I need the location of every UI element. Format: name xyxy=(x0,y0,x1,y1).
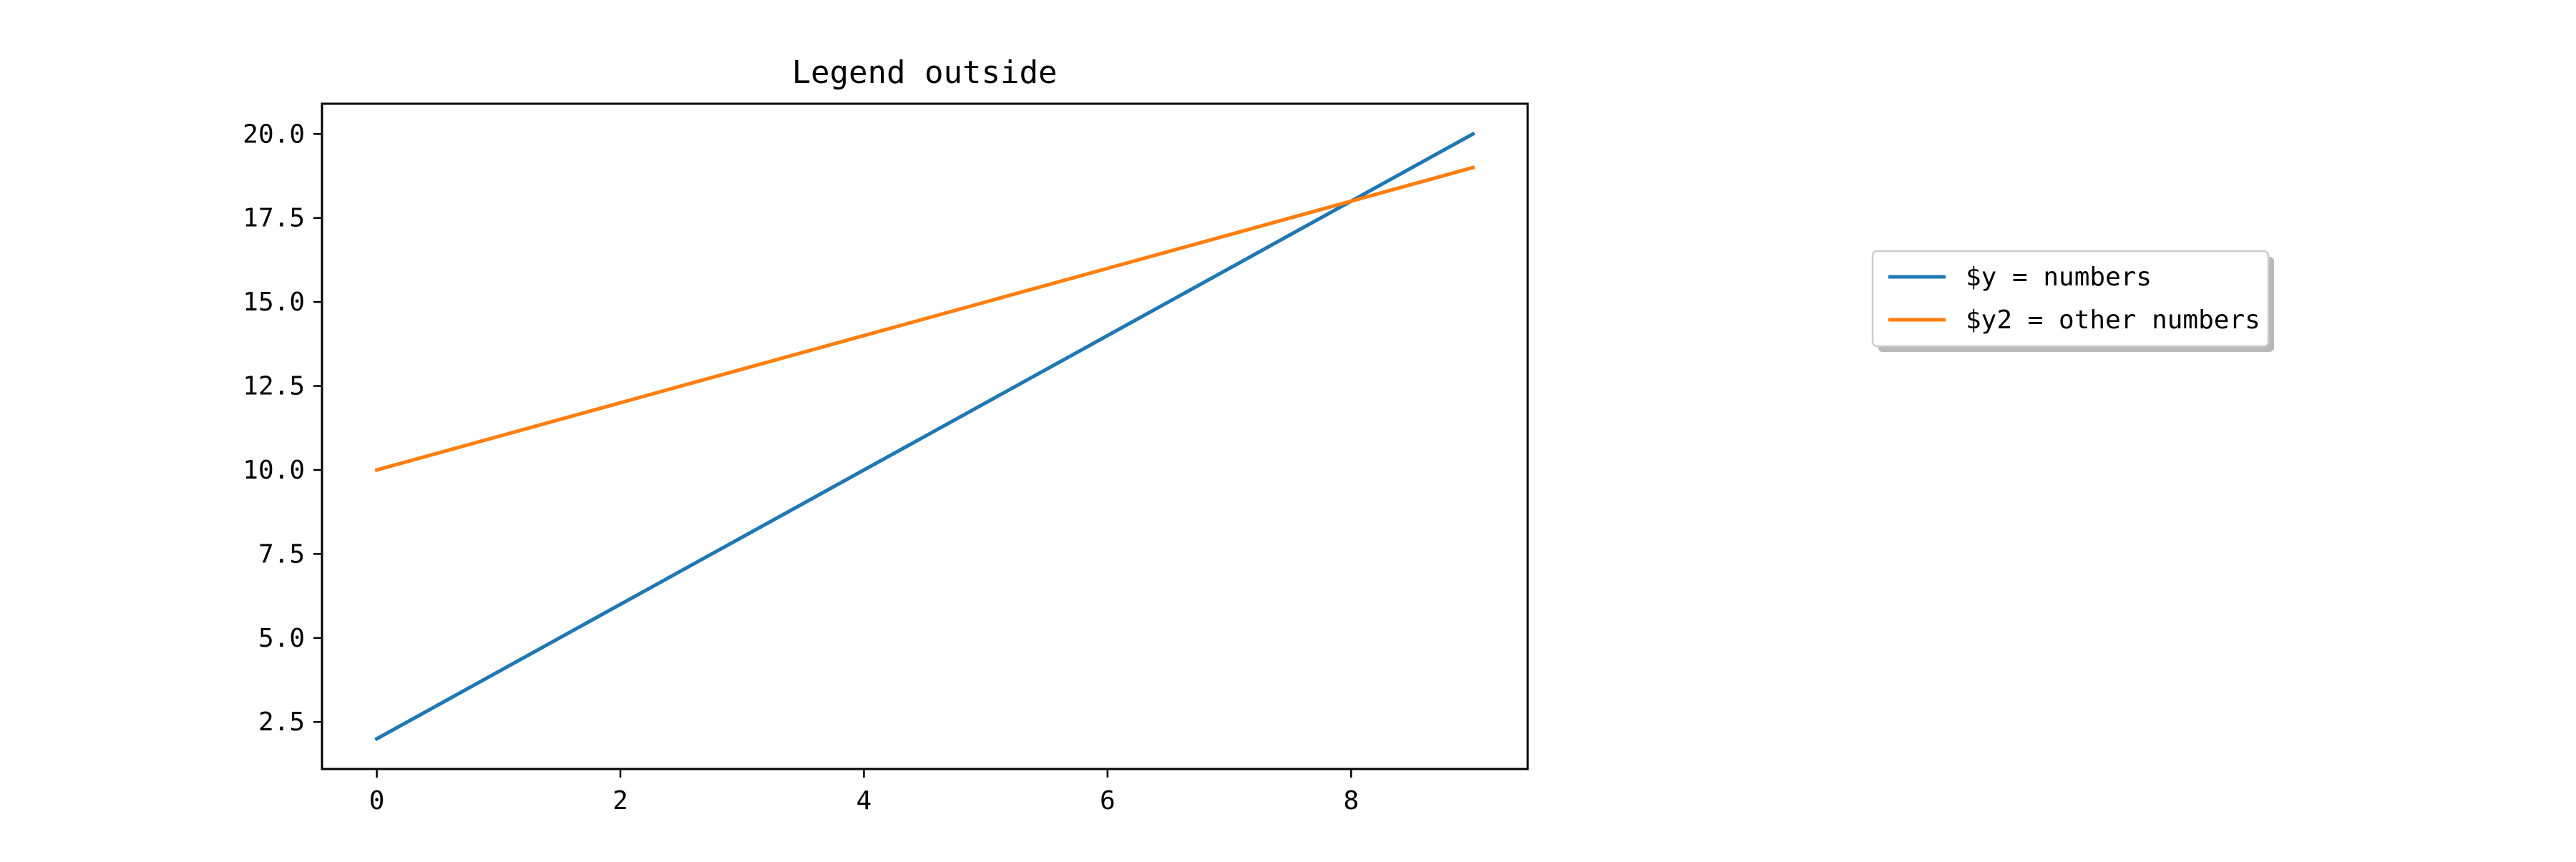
legend-box xyxy=(1871,250,2270,348)
series-line-2 xyxy=(374,165,1475,473)
x-tick-label: 0 xyxy=(369,786,385,816)
y-tick-label: 20.0 xyxy=(243,119,305,149)
y-tick-label: 7.5 xyxy=(258,539,305,569)
y-tick-label: 12.5 xyxy=(243,372,305,401)
y-tick-label: 15.0 xyxy=(243,288,305,317)
y-tick-label: 17.5 xyxy=(243,204,305,233)
x-tick-label: 6 xyxy=(1100,786,1116,816)
legend-label-1: $y = numbers xyxy=(1966,263,2152,292)
y-tick-label: 2.5 xyxy=(258,707,305,737)
x-tick-label: 2 xyxy=(613,786,628,816)
x-tick-label: 8 xyxy=(1343,786,1359,816)
legend: $y = numbers $y2 = other numbers xyxy=(1871,250,2274,352)
axes-frame xyxy=(321,102,1529,770)
series-line-1 xyxy=(374,131,1475,742)
plot-area: 0 2 4 6 8 2.5 5.0 7.5 10.0 12.5 15.0 17.5 20.0 xyxy=(243,102,1529,816)
chart-title: Legend outside xyxy=(792,54,1058,91)
y-tick-label: 5.0 xyxy=(258,624,305,653)
legend-label-2: $y2 = other numbers xyxy=(1966,305,2260,335)
x-tick-label: 4 xyxy=(857,786,872,816)
y-tick-label: 10.0 xyxy=(243,456,305,485)
